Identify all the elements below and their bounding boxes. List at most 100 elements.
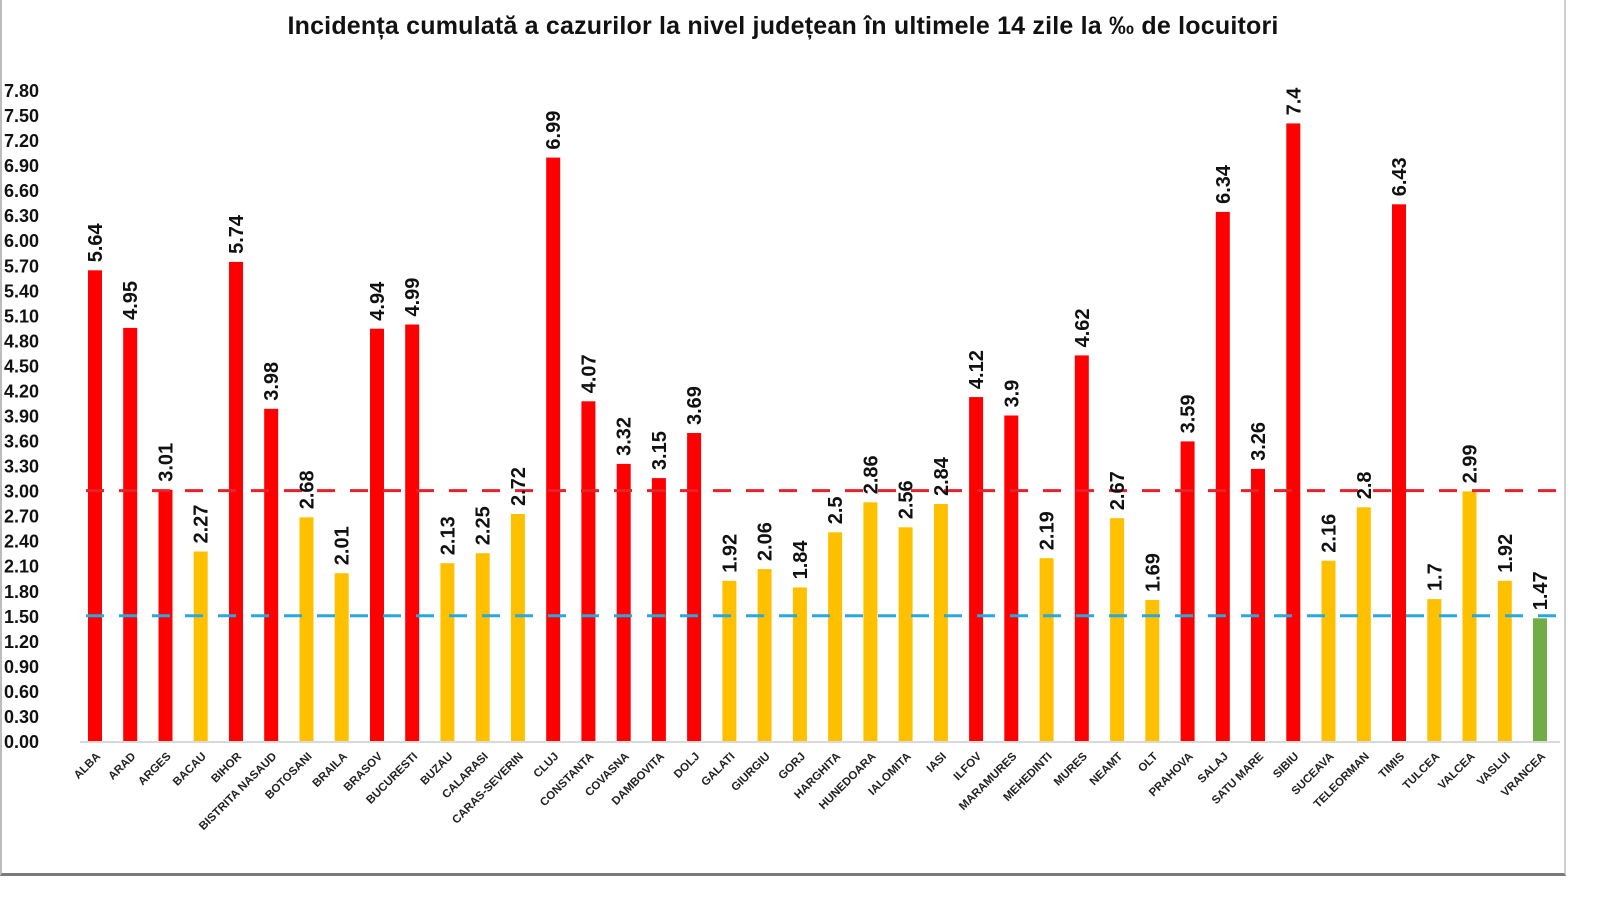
bars bbox=[88, 123, 1547, 742]
y-tick-label: 0.90 bbox=[4, 657, 39, 677]
category-label: SIBIU bbox=[1271, 751, 1301, 781]
value-label: 2.8 bbox=[1354, 471, 1376, 499]
bar bbox=[687, 433, 702, 741]
y-tick-label: 6.00 bbox=[4, 231, 39, 251]
y-tick-label: 0.00 bbox=[4, 732, 39, 752]
value-label: 2.99 bbox=[1460, 444, 1482, 483]
bar bbox=[405, 324, 420, 741]
bar bbox=[1074, 355, 1089, 741]
value-label: 2.25 bbox=[473, 506, 495, 545]
bar bbox=[264, 408, 279, 741]
category-label: ILFOV bbox=[952, 750, 985, 783]
bar bbox=[792, 587, 807, 741]
bar bbox=[1356, 507, 1371, 741]
value-label: 3.32 bbox=[614, 417, 636, 456]
chart-frame bbox=[0, 0, 1566, 876]
y-tick-label: 0.30 bbox=[4, 707, 39, 727]
value-label: 3.9 bbox=[1001, 380, 1023, 408]
value-label: 4.07 bbox=[578, 354, 600, 393]
value-label: 3.98 bbox=[261, 362, 283, 401]
value-label: 4.95 bbox=[120, 281, 142, 320]
bar bbox=[828, 532, 843, 741]
category-label: NEAMT bbox=[1088, 751, 1125, 788]
value-label: 6.34 bbox=[1213, 164, 1235, 204]
value-label: 2.01 bbox=[332, 526, 354, 565]
bar bbox=[863, 502, 878, 741]
value-label: 1.92 bbox=[1495, 534, 1517, 573]
y-tick-label: 7.50 bbox=[4, 106, 39, 126]
value-label: 2.5 bbox=[825, 496, 847, 524]
value-label: 2.19 bbox=[1037, 511, 1059, 550]
value-label: 2.86 bbox=[860, 455, 882, 494]
y-tick-label: 5.10 bbox=[4, 306, 39, 326]
bar bbox=[1145, 600, 1160, 741]
bar bbox=[1392, 204, 1406, 742]
bar bbox=[722, 580, 737, 741]
threshold-lines bbox=[86, 489, 1560, 618]
bar bbox=[475, 553, 490, 741]
category-label: OLT bbox=[1136, 751, 1160, 775]
value-label: 1.84 bbox=[790, 540, 812, 580]
bar bbox=[88, 270, 102, 741]
category-label: TIMIS bbox=[1377, 750, 1407, 780]
bar bbox=[123, 327, 138, 741]
bar bbox=[1321, 560, 1336, 741]
category-label: GORJ bbox=[776, 751, 808, 783]
value-label: 7.4 bbox=[1283, 87, 1305, 116]
bar bbox=[1251, 468, 1265, 741]
y-tick-label: 7.80 bbox=[4, 81, 39, 101]
y-tick-label: 4.80 bbox=[4, 331, 39, 351]
y-tick-label: 7.20 bbox=[4, 131, 39, 151]
value-labels: 5.64 4.95 3.01 2.27 5.74 3.98 2.68 2.01 4.94 4.99… bbox=[85, 87, 1552, 611]
y-tick-label: 4.20 bbox=[4, 381, 39, 401]
y-tick-label: 6.60 bbox=[4, 181, 39, 201]
value-label: 1.92 bbox=[719, 534, 741, 573]
y-tick-label: 3.60 bbox=[4, 432, 39, 452]
bar bbox=[440, 563, 455, 741]
bar bbox=[1286, 123, 1301, 741]
bar bbox=[581, 401, 596, 741]
category-label: MURES bbox=[1052, 750, 1090, 788]
bar bbox=[334, 573, 349, 741]
y-tick-label: 3.00 bbox=[4, 482, 39, 502]
y-axis-ticks: 0.00 0.30 0.60 0.90 1.20 1.50 1.80 2.10 2.40 2.70… bbox=[4, 81, 39, 752]
y-tick-label: 4.50 bbox=[4, 356, 39, 376]
y-tick-label: 6.90 bbox=[4, 156, 39, 176]
value-label: 1.69 bbox=[1142, 553, 1164, 592]
value-label: 3.26 bbox=[1248, 422, 1270, 461]
bar-chart: 0.00 0.30 0.60 0.90 1.20 1.50 1.80 2.10 2.40 2.70… bbox=[4, 81, 1560, 833]
bar bbox=[969, 397, 984, 741]
bar bbox=[1110, 518, 1125, 741]
bar bbox=[229, 261, 243, 741]
y-tick-label: 1.50 bbox=[4, 607, 39, 627]
y-tick-label: 5.70 bbox=[4, 256, 39, 276]
bar bbox=[1180, 441, 1195, 741]
value-label: 1.47 bbox=[1530, 571, 1552, 610]
value-label: 6.43 bbox=[1389, 157, 1411, 196]
value-label: 2.13 bbox=[437, 516, 459, 555]
category-label: BACAU bbox=[171, 751, 209, 789]
bar bbox=[1462, 491, 1477, 741]
category-label: VALCEA bbox=[1436, 751, 1477, 792]
value-label: 3.01 bbox=[156, 443, 178, 482]
bar bbox=[1215, 211, 1230, 741]
value-label: 2.68 bbox=[297, 470, 319, 509]
value-label: 4.62 bbox=[1072, 308, 1094, 347]
y-tick-label: 2.40 bbox=[4, 532, 39, 552]
value-label: 3.15 bbox=[649, 431, 671, 470]
category-label: ARGES bbox=[136, 750, 174, 788]
bar bbox=[1039, 558, 1054, 741]
y-tick-label: 1.80 bbox=[4, 582, 39, 602]
value-label: 5.64 bbox=[85, 222, 107, 262]
value-label: 3.69 bbox=[684, 386, 706, 425]
chart-title: Incidența cumulată a cazurilor la nivel … bbox=[287, 12, 1279, 40]
bar bbox=[1004, 415, 1019, 741]
value-label: 4.12 bbox=[966, 350, 988, 389]
value-label: 2.72 bbox=[508, 467, 530, 506]
value-label: 2.27 bbox=[191, 505, 213, 544]
value-label: 1.7 bbox=[1424, 563, 1446, 591]
bar bbox=[1497, 580, 1512, 741]
value-label: 4.94 bbox=[367, 281, 389, 321]
value-label: 4.99 bbox=[402, 278, 424, 317]
